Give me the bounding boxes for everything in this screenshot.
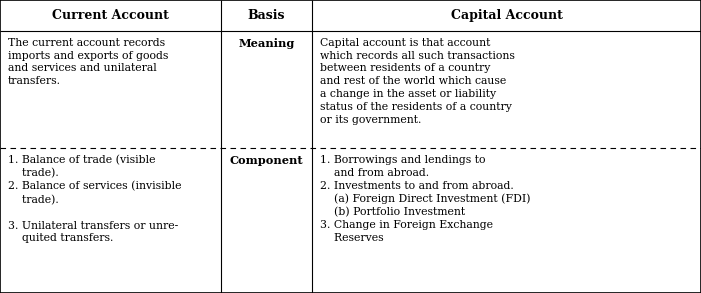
Text: Meaning: Meaning bbox=[238, 38, 294, 49]
Text: Component: Component bbox=[229, 155, 304, 166]
Text: 1. Balance of trade (visible
    trade).
2. Balance of services (invisible
    t: 1. Balance of trade (visible trade). 2. … bbox=[8, 155, 182, 243]
Text: Capital account is that account
which records all such transactions
between resi: Capital account is that account which re… bbox=[320, 38, 515, 125]
Text: Basis: Basis bbox=[247, 9, 285, 22]
Text: The current account records
imports and exports of goods
and services and unilat: The current account records imports and … bbox=[8, 38, 168, 86]
Text: 1. Borrowings and lendings to
    and from abroad.
2. Investments to and from ab: 1. Borrowings and lendings to and from a… bbox=[320, 155, 531, 243]
Text: Current Account: Current Account bbox=[52, 9, 169, 22]
Text: Capital Account: Capital Account bbox=[451, 9, 562, 22]
